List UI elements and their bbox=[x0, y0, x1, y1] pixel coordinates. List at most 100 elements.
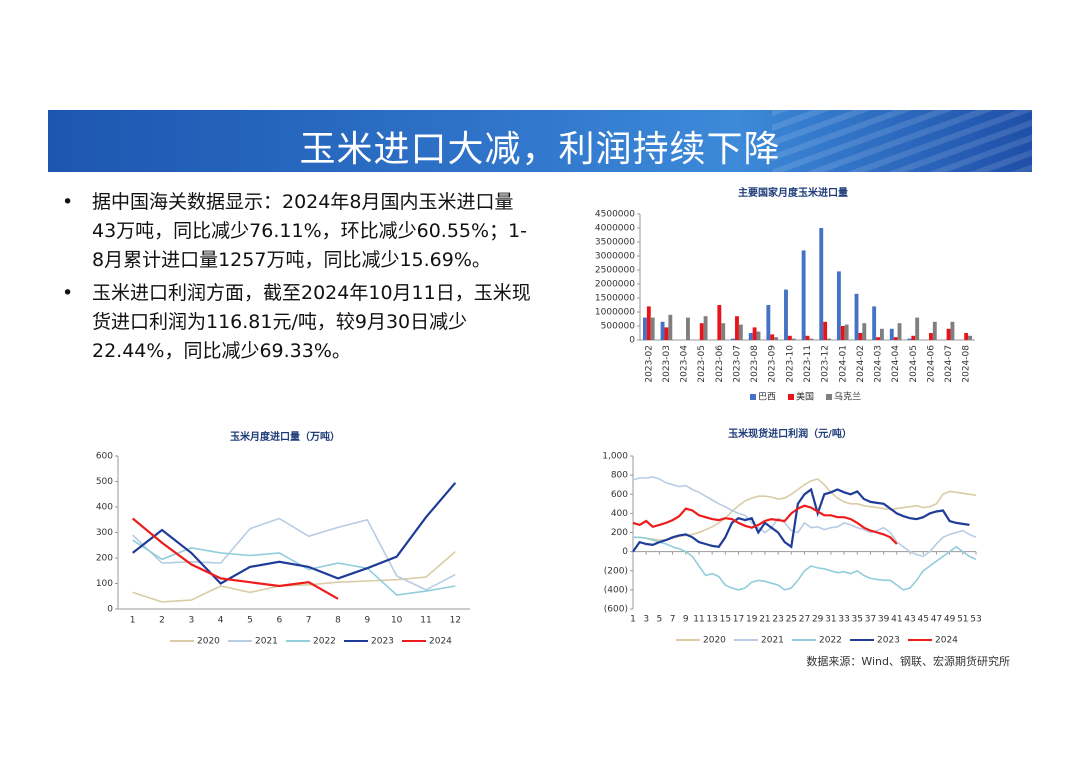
series-line bbox=[633, 536, 977, 591]
legend-label: 2023 bbox=[877, 636, 900, 646]
bar bbox=[823, 321, 828, 340]
legend-label: 2023 bbox=[371, 637, 394, 647]
series-line bbox=[632, 476, 977, 558]
x-tick-label: 2023-03 bbox=[662, 345, 672, 383]
bar bbox=[840, 326, 845, 340]
y-tick-label: 300 bbox=[96, 528, 113, 538]
bar bbox=[915, 317, 920, 340]
legend-label: 美国 bbox=[796, 391, 814, 403]
x-tick-label: 2023-11 bbox=[803, 345, 813, 383]
x-tick-label: 10 bbox=[391, 616, 403, 626]
x-tick-label: 1 bbox=[130, 616, 136, 626]
y-tick-label: 100 bbox=[96, 579, 113, 589]
bar bbox=[889, 328, 894, 340]
x-tick-label: 2023-08 bbox=[750, 345, 760, 383]
x-tick-label: 9 bbox=[683, 615, 689, 625]
bar bbox=[854, 293, 859, 340]
legend-label: 2022 bbox=[819, 636, 842, 646]
x-tick-label: 43 bbox=[904, 615, 915, 625]
bar bbox=[664, 327, 669, 340]
y-tick-label: 1000000 bbox=[595, 308, 635, 318]
x-tick-label: 7 bbox=[306, 616, 312, 626]
x-tick-label: 39 bbox=[878, 615, 890, 625]
bar bbox=[770, 334, 775, 340]
x-tick-label: 6 bbox=[276, 616, 282, 626]
bar bbox=[703, 316, 708, 340]
bar bbox=[717, 305, 722, 340]
y-tick-label: 2000000 bbox=[595, 280, 635, 290]
bar bbox=[836, 271, 841, 340]
x-tick-label: 11 bbox=[693, 615, 704, 625]
x-tick-label: 2024-01 bbox=[838, 345, 848, 383]
x-tick-label: 15 bbox=[720, 615, 731, 625]
chart-title: 主要国家月度玉米进口量 bbox=[738, 186, 848, 199]
y-tick-label: 1500000 bbox=[595, 294, 635, 304]
bar bbox=[932, 321, 937, 340]
x-tick-label: 2024-05 bbox=[909, 345, 919, 383]
x-tick-label: 13 bbox=[706, 615, 717, 625]
x-tick-label: 2024-06 bbox=[926, 345, 936, 383]
bar bbox=[858, 333, 863, 340]
x-tick-label: 5 bbox=[657, 615, 663, 625]
y-tick-label: 400 bbox=[611, 509, 628, 519]
bar bbox=[950, 321, 955, 340]
bar bbox=[731, 338, 736, 340]
bar bbox=[805, 335, 810, 340]
bar bbox=[738, 324, 743, 340]
legend-swatch bbox=[788, 394, 794, 400]
bar bbox=[642, 317, 647, 340]
y-tick-label: 3500000 bbox=[595, 238, 635, 248]
x-tick-label: 5 bbox=[247, 616, 253, 626]
bar bbox=[766, 305, 771, 340]
bar bbox=[928, 333, 933, 340]
y-tick-label: (600) bbox=[604, 605, 628, 615]
chart-title: 玉米现货进口利润（元/吨） bbox=[728, 427, 852, 440]
series-line bbox=[633, 478, 977, 541]
bar bbox=[756, 331, 761, 340]
x-tick-label: 2023-05 bbox=[697, 345, 707, 383]
bar bbox=[879, 328, 884, 340]
series-line bbox=[132, 482, 457, 585]
bar bbox=[791, 338, 796, 340]
x-tick-label: 23 bbox=[772, 615, 783, 625]
y-tick-label: 500 bbox=[96, 477, 113, 487]
bar bbox=[968, 335, 973, 340]
y-tick-label: (400) bbox=[604, 585, 628, 595]
bar bbox=[819, 228, 824, 340]
bar bbox=[686, 317, 690, 340]
series-line bbox=[632, 487, 970, 553]
x-tick-label: 2024-07 bbox=[944, 345, 954, 383]
x-tick-label: 2023-02 bbox=[644, 345, 654, 383]
bar bbox=[787, 335, 792, 340]
x-tick-label: 4 bbox=[218, 616, 224, 626]
y-tick-label: 2500000 bbox=[595, 266, 635, 276]
x-tick-label: 2 bbox=[159, 616, 165, 626]
x-tick-label: 3 bbox=[188, 616, 194, 626]
legend-label: 乌克兰 bbox=[834, 391, 861, 403]
bar bbox=[646, 306, 651, 340]
y-tick-label: 0 bbox=[629, 336, 635, 346]
y-tick-label: 0 bbox=[107, 605, 113, 615]
bar bbox=[893, 337, 898, 340]
bullet: 据中国海关数据显示：2024年8月国内玉米进口量43万吨，同比减少76.11%，… bbox=[62, 188, 532, 275]
x-tick-label: 25 bbox=[786, 615, 797, 625]
bar bbox=[897, 323, 902, 340]
x-tick-label: 27 bbox=[799, 615, 810, 625]
bar bbox=[784, 289, 788, 340]
slide-title: 玉米进口大减，利润持续下降 bbox=[299, 129, 781, 170]
bar bbox=[862, 323, 867, 340]
bar bbox=[650, 317, 655, 340]
y-tick-label: 500000 bbox=[601, 322, 636, 332]
x-tick-label: 2023-07 bbox=[732, 345, 742, 383]
x-tick-label: 33 bbox=[838, 615, 849, 625]
legend-label: 2021 bbox=[255, 637, 278, 647]
bar bbox=[735, 316, 739, 340]
x-tick-label: 53 bbox=[970, 615, 981, 625]
y-tick-label: 400 bbox=[96, 503, 113, 513]
x-tick-label: 7 bbox=[670, 615, 676, 625]
x-tick-label: 51 bbox=[957, 615, 968, 625]
bar bbox=[774, 337, 779, 340]
bar bbox=[699, 323, 704, 340]
